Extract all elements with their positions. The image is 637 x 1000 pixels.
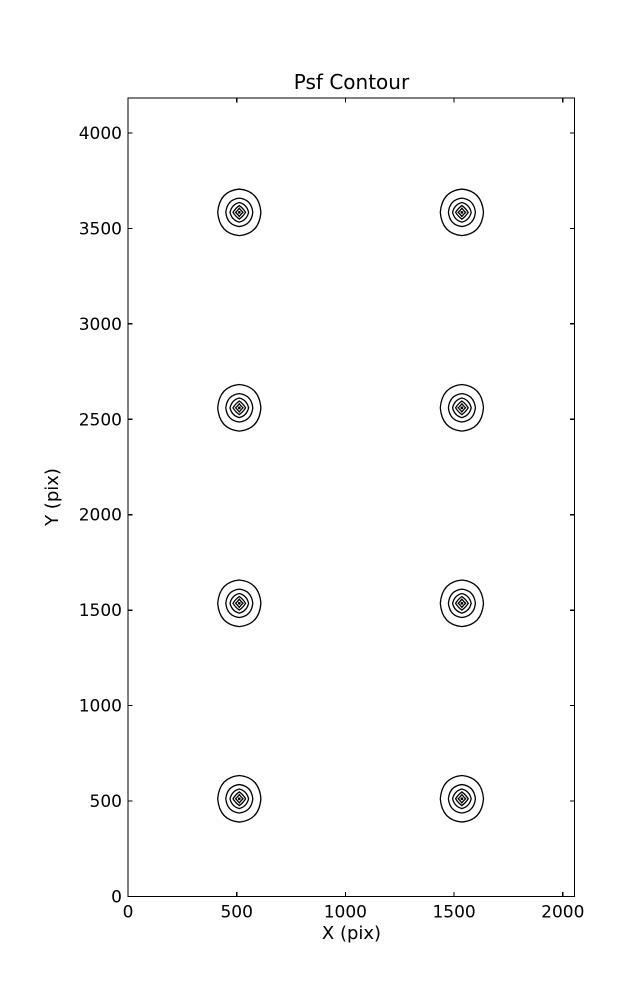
contour-ring	[225, 588, 254, 619]
psf-contour	[439, 774, 485, 823]
psf-center-dot	[460, 797, 464, 801]
contour-ring	[232, 204, 247, 220]
contour-ring	[457, 207, 467, 218]
contour-ring	[229, 788, 250, 810]
psf-center-dot	[237, 797, 241, 801]
contour-ring	[454, 204, 469, 220]
contour-ring	[447, 783, 477, 814]
contour-ring	[225, 392, 254, 423]
contour-ring	[232, 595, 247, 611]
contour-ring	[451, 788, 472, 810]
y-axis-label: Y (pix)	[42, 468, 63, 526]
x-tick-label: 500	[220, 903, 252, 923]
axes-frame	[127, 97, 576, 898]
contour-ring	[232, 400, 247, 416]
contour-ring	[217, 383, 262, 432]
psf-center-dot	[460, 210, 464, 214]
contour-ring	[225, 783, 254, 814]
contour-ring	[232, 791, 247, 807]
psf-center-dot	[237, 406, 241, 410]
contour-ring	[451, 201, 472, 223]
y-tick-label: 2500	[79, 410, 122, 430]
contour-ring	[457, 598, 467, 609]
contour-ring	[217, 579, 262, 628]
x-tick-label: 0	[123, 903, 134, 923]
psf-contour	[217, 188, 262, 237]
psf-contour	[217, 774, 262, 823]
y-tick-label: 3000	[79, 315, 122, 335]
contour-ring	[454, 595, 469, 611]
contour-ring	[454, 400, 469, 416]
contour-ring	[447, 588, 477, 619]
psf-center-dot	[237, 601, 241, 605]
y-tick-label: 1500	[79, 601, 122, 621]
contour-ring	[439, 774, 485, 823]
contour-ring	[229, 397, 250, 419]
psf-contour	[439, 188, 485, 237]
psf-contour	[439, 383, 485, 432]
psf-contour	[439, 579, 485, 628]
x-tick-label: 2000	[541, 903, 584, 923]
contour-ring	[234, 598, 244, 609]
contour-ring	[457, 402, 467, 414]
psf-contour	[217, 383, 262, 432]
contour-ring	[229, 201, 250, 223]
psf-contour	[217, 579, 262, 628]
psf-center-dot	[237, 210, 241, 214]
y-tick-label: 1000	[79, 697, 122, 717]
contour-ring	[454, 791, 469, 807]
contour-ring	[234, 207, 244, 218]
contour-ring	[439, 383, 485, 432]
contour-ring	[447, 197, 477, 228]
contour-ring	[439, 579, 485, 628]
y-tick-label: 2000	[79, 506, 122, 526]
psf-center-dot	[460, 406, 464, 410]
chart-title: Psf Contour	[293, 70, 410, 94]
y-tick-label: 3500	[79, 219, 122, 239]
x-tick-label: 1000	[324, 903, 367, 923]
contour-ring	[234, 402, 244, 414]
contour-ring	[451, 397, 472, 419]
x-axis-label: X (pix)	[321, 923, 382, 944]
contour-ring	[457, 793, 467, 804]
psf-center-dot	[460, 601, 464, 605]
contour-ring	[217, 774, 262, 823]
contour-ring	[447, 392, 477, 423]
contour-ring	[229, 592, 250, 614]
contour-ring	[217, 188, 262, 237]
contour-ring	[451, 592, 472, 614]
contour-ring	[234, 793, 244, 804]
contour-ring	[225, 197, 254, 228]
y-tick-label: 0	[111, 888, 122, 908]
contour-ring	[439, 188, 485, 237]
y-tick-label: 4000	[79, 124, 122, 144]
y-tick-label: 500	[90, 792, 122, 812]
x-tick-label: 1500	[432, 903, 475, 923]
